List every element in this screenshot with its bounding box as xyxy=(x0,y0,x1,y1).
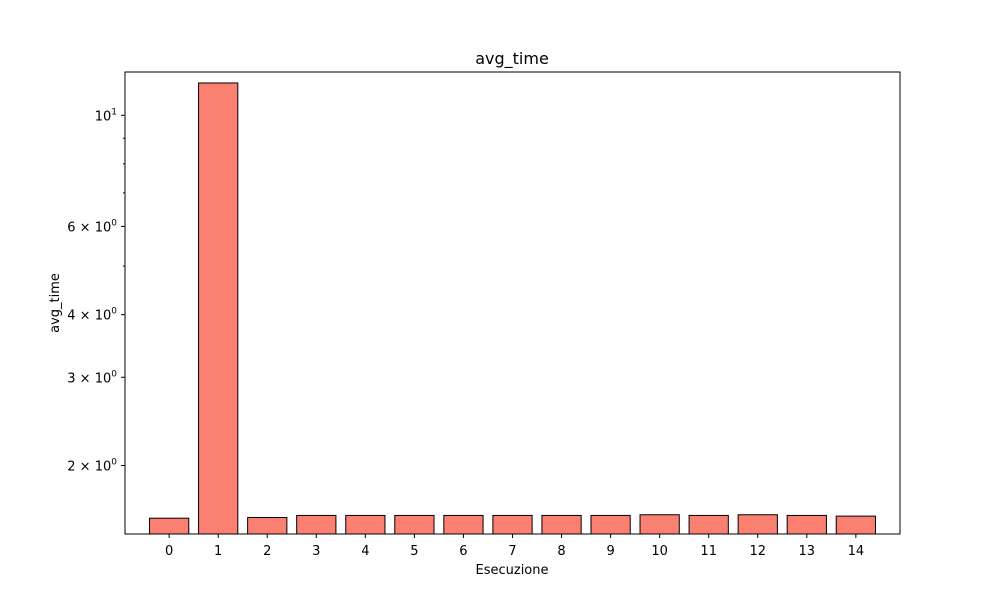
bar-0 xyxy=(149,517,190,535)
bar-9 xyxy=(590,514,631,535)
x-tick-label: 11 xyxy=(700,544,717,559)
bar-8 xyxy=(541,514,582,535)
bar-10 xyxy=(639,514,680,535)
x-tick-label: 5 xyxy=(410,544,418,559)
y-axis-ticks: 101 6 × 100 4 × 100 3 × 100 2 × 100 xyxy=(67,107,125,475)
bar-7 xyxy=(492,514,533,535)
chart-title: avg_time xyxy=(475,49,549,69)
x-axis-ticks: 0 1 2 3 4 5 6 7 8 9 10 11 12 13 14 xyxy=(165,534,864,559)
bar-4 xyxy=(345,514,386,535)
x-tick-label: 14 xyxy=(848,544,865,559)
x-tick-label: 1 xyxy=(214,544,222,559)
bar-11 xyxy=(688,514,729,535)
x-tick-label: 10 xyxy=(651,544,668,559)
bar-5 xyxy=(394,514,435,535)
bar-13 xyxy=(786,514,827,535)
x-tick-label: 12 xyxy=(749,544,766,559)
x-tick-label: 6 xyxy=(459,544,467,559)
bar-12 xyxy=(737,514,778,535)
bar-2 xyxy=(247,517,288,535)
x-axis-label: Esecuzione xyxy=(476,563,549,578)
y-tick-label: 101 xyxy=(95,107,117,124)
x-tick-label: 0 xyxy=(165,544,173,559)
x-tick-label: 7 xyxy=(508,544,516,559)
bar-3 xyxy=(296,514,337,535)
y-tick-label: 6 × 100 xyxy=(67,218,117,235)
x-tick-label: 3 xyxy=(312,544,320,559)
x-tick-label: 4 xyxy=(361,544,369,559)
x-tick-label: 8 xyxy=(557,544,565,559)
x-tick-label: 2 xyxy=(263,544,271,559)
y-tick-label: 4 × 100 xyxy=(67,307,117,324)
bars-group xyxy=(149,82,876,535)
x-tick-label: 13 xyxy=(799,544,816,559)
x-tick-label: 9 xyxy=(606,544,614,559)
y-axis-label: avg_time xyxy=(48,273,63,333)
bar-1 xyxy=(198,82,239,535)
bar-6 xyxy=(443,514,484,535)
plot-frame xyxy=(124,71,901,535)
y-tick-label: 2 × 100 xyxy=(67,458,117,475)
y-tick-label: 3 × 100 xyxy=(67,369,117,386)
bar-14 xyxy=(835,515,876,535)
